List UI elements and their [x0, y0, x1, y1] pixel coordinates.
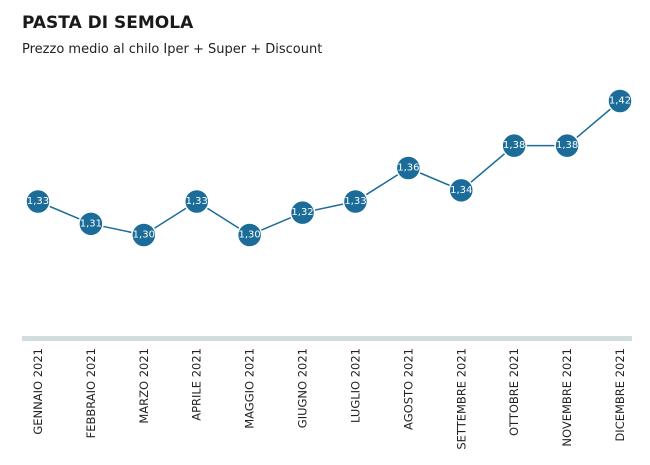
value-label: 1,36 [397, 163, 419, 174]
point [501, 132, 527, 159]
point [554, 132, 580, 159]
x-tick-label: AGOSTO 2021 [401, 348, 415, 430]
chart-subtitle: Prezzo medio al chilo Iper + Super + Dis… [22, 42, 322, 57]
point [342, 188, 369, 215]
chart-title: PASTA DI SEMOLA [22, 13, 194, 33]
x-tick-label: FEBBRAIO 2021 [84, 348, 98, 438]
baseline [22, 336, 632, 341]
value-label: 1,33 [186, 196, 208, 207]
point [78, 211, 104, 237]
x-tick-label: MAGGIO 2021 [243, 348, 257, 429]
point [131, 222, 157, 248]
value-label: 1,38 [556, 140, 578, 151]
value-label: 1,33 [27, 196, 49, 207]
value-label: 1,32 [291, 207, 313, 218]
x-tick-label: APRILE 2021 [190, 348, 204, 421]
value-label: 1,38 [503, 140, 525, 151]
x-tick-label: OTTOBRE 2021 [507, 348, 521, 436]
point [236, 222, 263, 248]
value-label: 1,31 [80, 218, 102, 229]
value-label: 1,30 [133, 230, 155, 241]
point [289, 199, 316, 226]
value-label: 1,42 [609, 96, 631, 107]
point [395, 155, 422, 181]
point [183, 188, 210, 215]
series-line [37, 100, 621, 236]
x-tick-label: DICEMBRE 2021 [613, 348, 627, 442]
x-tick-label: NOVEMBRE 2021 [560, 348, 574, 447]
point [25, 188, 51, 215]
point [448, 177, 475, 204]
point [607, 88, 633, 114]
value-label: 1,34 [450, 185, 472, 196]
value-label: 1,33 [344, 196, 366, 207]
x-tick-label: LUGLIO 2021 [348, 348, 362, 423]
x-tick-label: SETTEMBRE 2021 [454, 348, 468, 450]
x-tick-label: MARZO 2021 [137, 348, 151, 424]
x-tick-label: GENNAIO 2021 [31, 348, 45, 435]
value-label: 1,30 [239, 230, 261, 241]
x-tick-label: GIUGNO 2021 [296, 348, 310, 428]
